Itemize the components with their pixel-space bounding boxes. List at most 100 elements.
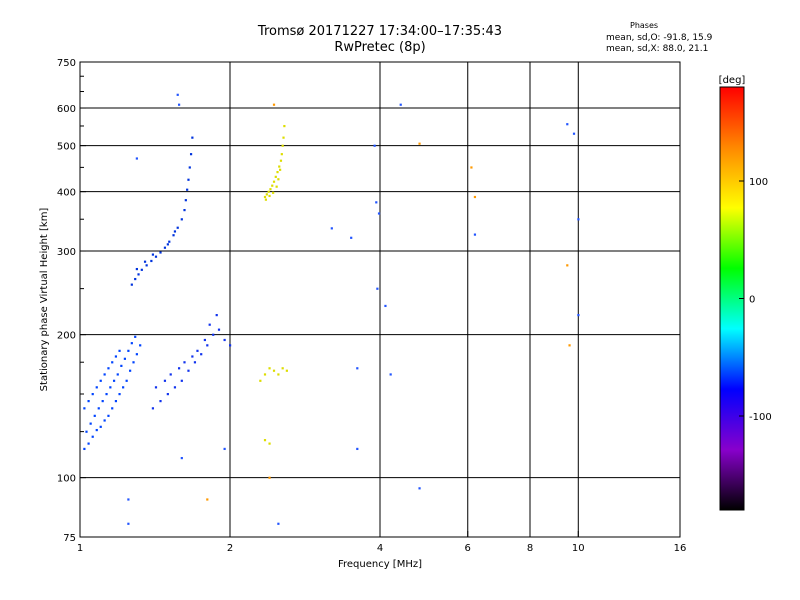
colorbar: [deg] 100 0 -100 xyxy=(719,75,772,511)
data-point xyxy=(135,157,138,160)
data-point xyxy=(140,268,143,271)
data-point xyxy=(277,522,280,525)
data-point xyxy=(103,373,106,376)
data-point xyxy=(277,373,280,376)
data-point xyxy=(373,144,376,147)
data-point xyxy=(97,407,100,410)
data-point xyxy=(111,361,114,364)
data-point xyxy=(330,227,333,230)
phase-stats-o: mean, sd,O: -91.8, 15.9 xyxy=(606,33,713,43)
data-point xyxy=(272,191,275,194)
data-point xyxy=(263,195,267,199)
data-point xyxy=(279,168,282,171)
data-point xyxy=(123,357,126,360)
data-point xyxy=(267,190,270,193)
data-point xyxy=(268,194,271,198)
data-point xyxy=(196,349,199,352)
colorbar-tick-label: 0 xyxy=(749,295,755,306)
x-tick-label: 8 xyxy=(527,543,533,554)
y-tick-label: 600 xyxy=(57,104,76,115)
data-point xyxy=(172,234,175,237)
data-point xyxy=(280,153,283,156)
data-point xyxy=(127,349,130,352)
data-point xyxy=(166,243,169,246)
data-point xyxy=(356,447,359,451)
data-point xyxy=(154,386,158,389)
data-point xyxy=(566,264,569,267)
x-tick-label: 16 xyxy=(674,543,687,554)
data-point xyxy=(109,386,112,389)
data-point xyxy=(163,379,167,382)
data-point xyxy=(134,335,137,338)
data-point xyxy=(470,166,473,169)
data-point xyxy=(263,373,267,376)
data-point xyxy=(177,103,181,106)
data-point xyxy=(159,251,162,254)
data-point xyxy=(166,393,169,396)
data-point xyxy=(264,198,268,201)
colorbar-label: [deg] xyxy=(719,75,746,86)
data-point xyxy=(122,386,125,389)
data-point xyxy=(350,236,353,239)
x-tick-label: 6 xyxy=(465,543,471,554)
data-point xyxy=(173,386,177,389)
data-point xyxy=(277,178,280,181)
chart-title: Tromsø 20171227 17:34:00–17:35:43 xyxy=(257,24,503,39)
ticks-layer: 1 2 4 6 8 10 16 75 100 200 300 400 500 600 750 xyxy=(57,58,686,554)
data-point xyxy=(473,233,477,236)
data-point xyxy=(111,407,114,410)
data-point xyxy=(130,342,133,345)
y-tick-label: 75 xyxy=(63,533,76,544)
data-point xyxy=(169,373,172,376)
data-point xyxy=(268,476,271,479)
points-layer xyxy=(83,93,580,525)
data-point xyxy=(215,314,218,317)
y-axis-label: Stationary phase Virtual Height [km] xyxy=(39,208,50,392)
x-tick-label: 2 xyxy=(227,543,233,554)
data-point xyxy=(568,344,571,347)
colorbar-tick-label: 100 xyxy=(749,177,768,188)
data-point xyxy=(107,414,110,417)
data-point xyxy=(271,184,274,187)
data-point xyxy=(183,209,186,212)
data-point xyxy=(577,314,580,317)
data-point xyxy=(103,419,106,422)
data-point xyxy=(130,283,133,286)
data-point xyxy=(151,407,155,410)
data-point xyxy=(176,226,179,229)
data-point xyxy=(101,400,104,403)
data-point xyxy=(399,103,402,106)
data-point xyxy=(83,447,86,451)
data-point xyxy=(127,522,130,525)
data-point xyxy=(183,361,186,364)
data-point xyxy=(272,180,276,183)
data-point xyxy=(159,400,162,403)
colorbar-tick-label: -100 xyxy=(749,412,772,423)
data-point xyxy=(229,344,232,347)
data-point xyxy=(112,379,116,382)
data-point xyxy=(125,379,128,382)
data-point xyxy=(572,132,576,135)
data-point xyxy=(127,498,130,501)
data-point xyxy=(186,188,189,191)
data-point xyxy=(223,338,226,342)
data-point xyxy=(191,136,194,139)
data-point xyxy=(145,264,148,267)
data-point xyxy=(151,253,155,256)
data-point xyxy=(95,428,98,432)
data-point xyxy=(208,323,211,326)
data-point xyxy=(180,218,183,221)
data-point xyxy=(135,353,138,356)
data-point xyxy=(91,435,94,438)
data-point xyxy=(376,287,379,290)
y-tick-label: 300 xyxy=(57,247,76,258)
y-tick-label: 400 xyxy=(57,188,76,199)
y-tick-label: 500 xyxy=(57,142,76,153)
data-point xyxy=(134,277,137,281)
data-point xyxy=(263,439,267,442)
data-point xyxy=(99,425,102,428)
data-point xyxy=(375,201,378,204)
data-point xyxy=(418,487,421,490)
data-point xyxy=(105,393,108,396)
phase-stats-x: mean, sd,X: 88.0, 21.1 xyxy=(606,44,709,54)
